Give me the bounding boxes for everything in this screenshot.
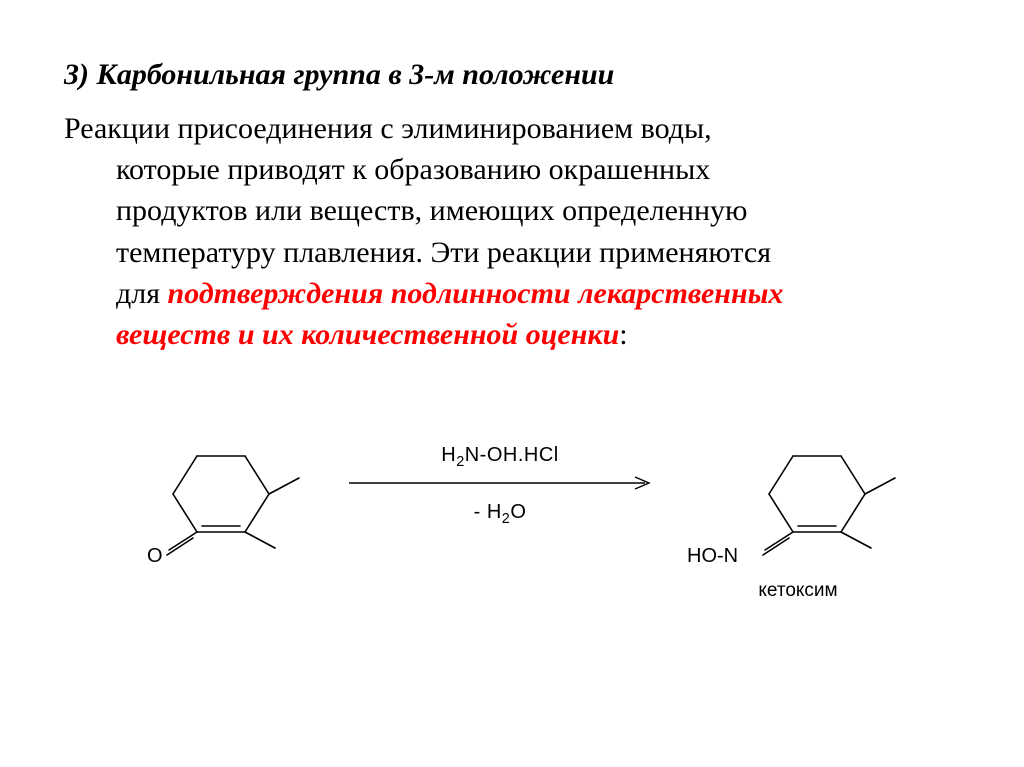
- body-line-5b-emph: подтверждения подлинности лекарственных: [168, 277, 784, 310]
- body-line-6-tail: :: [619, 318, 627, 351]
- reagent-rest: N-OH.HCl: [465, 444, 559, 466]
- product-block: HO-N кетоксим: [673, 426, 923, 602]
- reaction-arrow-zone: H2N-OH.HCl - H2O: [327, 444, 673, 524]
- reaction-diagram: O H2N-OH.HCl - H2O: [64, 426, 976, 602]
- reagent-sub: 2: [456, 454, 465, 470]
- reagent-label: H2N-OH.HCl: [441, 444, 558, 467]
- byproduct-label: - H2O: [474, 501, 527, 524]
- oxime-label: HO-N: [687, 545, 738, 567]
- body-line-1: Реакции присоединения с элиминированием …: [64, 112, 712, 145]
- body-line-5: для подтверждения подлинности лекарствен…: [64, 273, 976, 314]
- body-line-3: продуктов или веществ, имеющих определен…: [64, 190, 976, 231]
- body-line-2: которые приводят к образованию окрашенны…: [64, 149, 976, 190]
- body-line-4: температуру плавления. Эти реакции приме…: [64, 232, 976, 273]
- reagent-h: H: [441, 444, 456, 466]
- product-structure: HO-N: [673, 426, 923, 576]
- section-heading: 3) Карбонильная группа в 3-м положении: [64, 56, 976, 94]
- reactant-structure: O: [127, 426, 327, 576]
- body-line-6: веществ и их количественной оценки:: [64, 314, 976, 355]
- byproduct-post: O: [510, 501, 526, 523]
- oxygen-label: O: [147, 545, 163, 567]
- body-line-6-emph: веществ и их количественной оценки: [116, 318, 619, 351]
- body-line-5a: для: [116, 277, 168, 310]
- body-paragraph: Реакции присоединения с элиминированием …: [64, 108, 976, 356]
- product-name: кетоксим: [758, 580, 837, 602]
- byproduct-pre: - H: [474, 501, 502, 523]
- reaction-arrow: [345, 473, 655, 493]
